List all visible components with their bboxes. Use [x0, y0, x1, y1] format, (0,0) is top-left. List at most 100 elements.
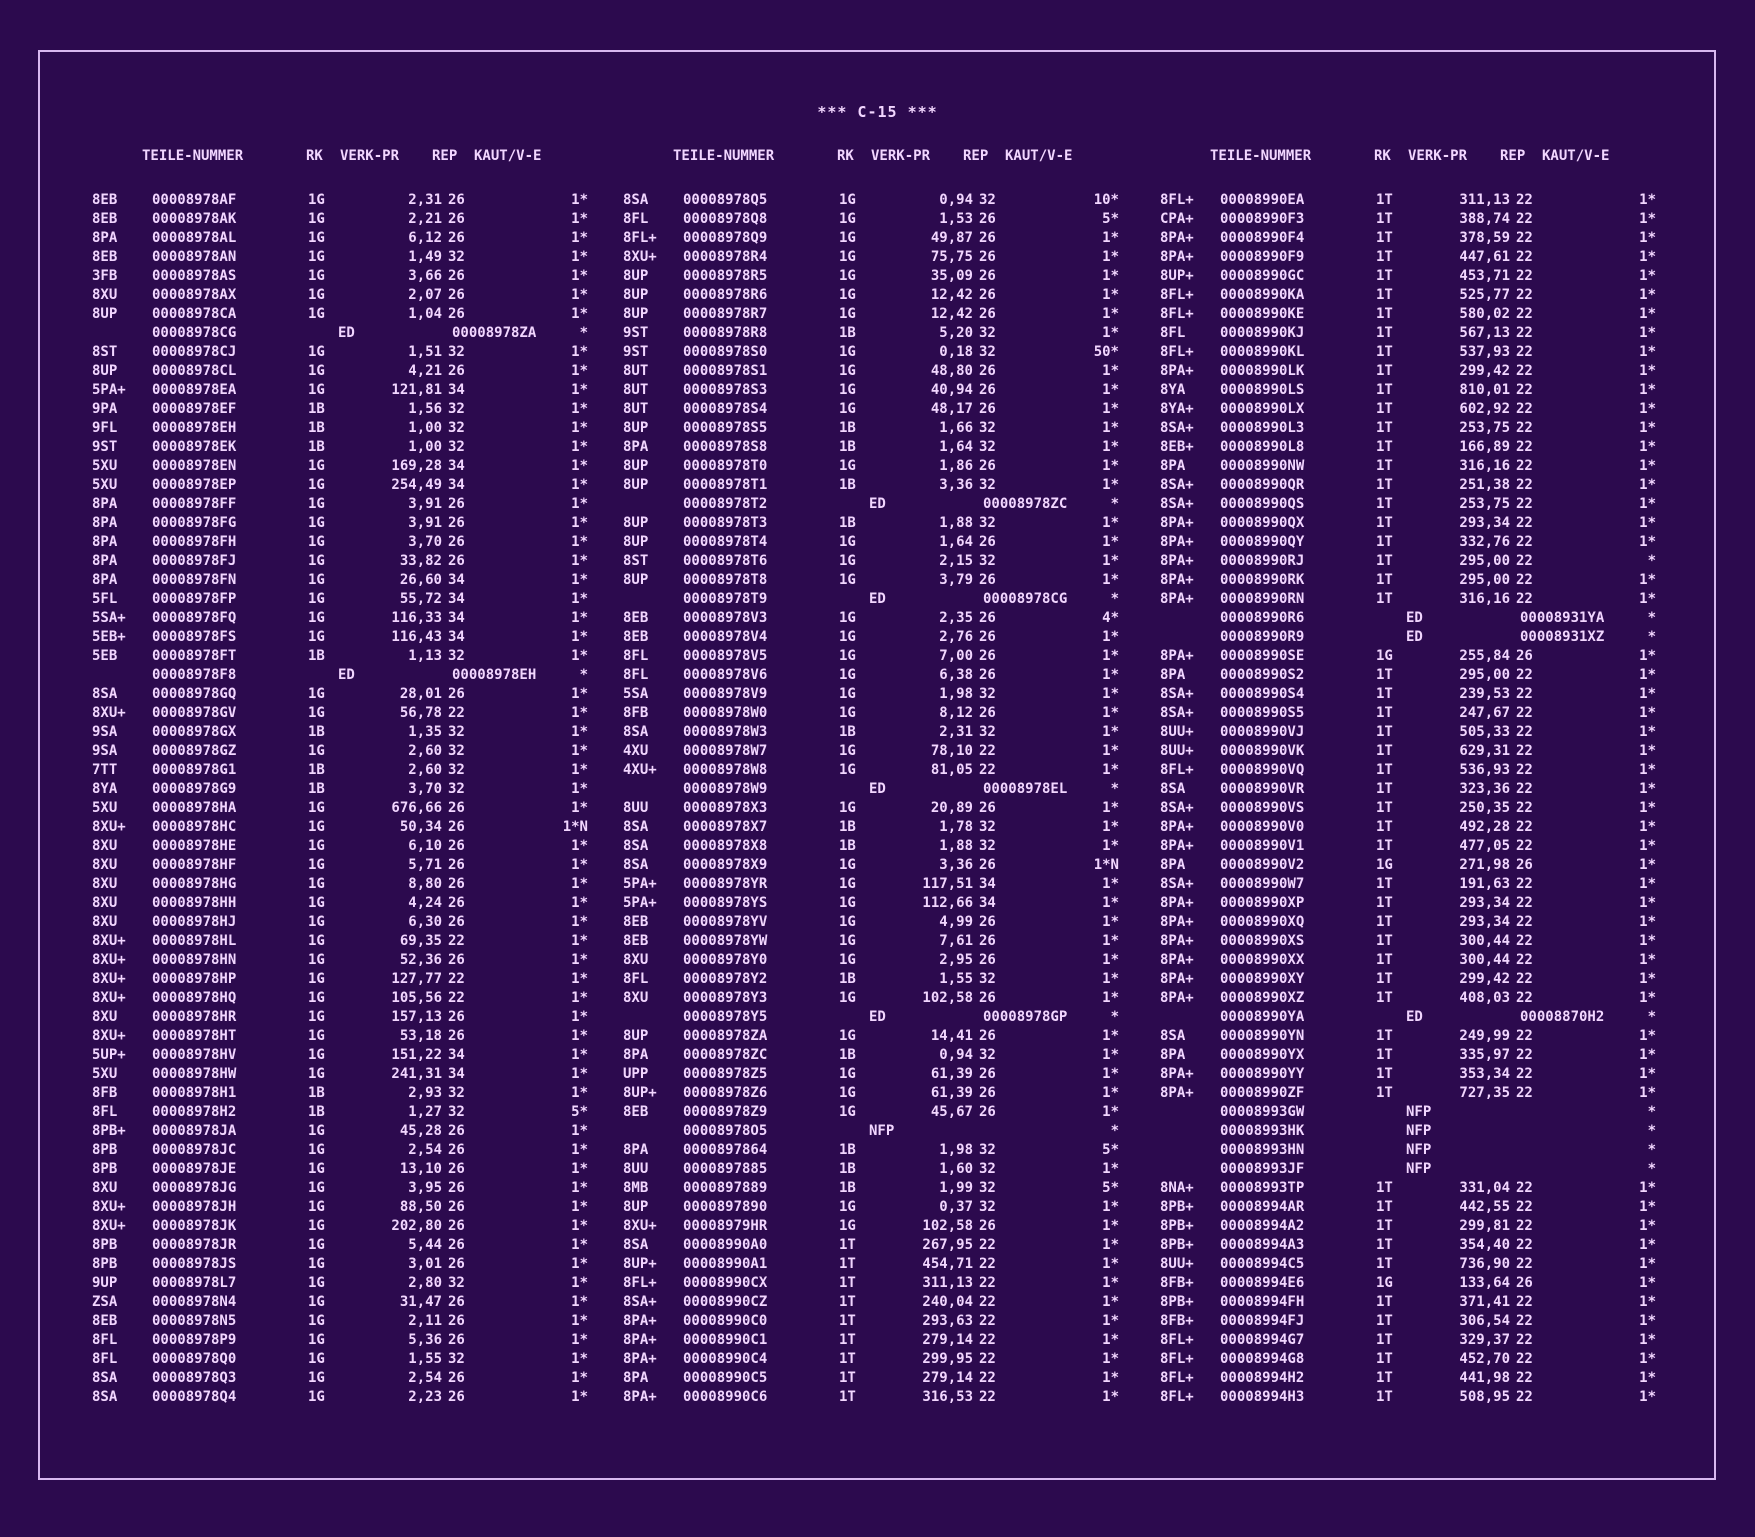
rk-code: 1B: [839, 1180, 856, 1196]
status-note: ED: [1406, 610, 1423, 626]
part-number: 00008978S0: [683, 344, 768, 360]
table-row: 8PA 00008978FN 1G 26,60 34 1*: [92, 572, 627, 591]
table-row: 8XU+ 00008978HC 1G 50,34 26 1*N: [92, 819, 627, 838]
rep-code: 22: [979, 1370, 996, 1386]
rep-code: 32: [979, 1199, 996, 1215]
packing-unit: 1*: [1639, 1180, 1656, 1196]
table-row: 8PA+ 00008990RN 1T 316,16 22 1*: [1160, 591, 1695, 610]
rep-code: 22: [979, 1237, 996, 1253]
packing-unit: 1*: [1102, 705, 1119, 721]
packing-unit: 1*: [1639, 933, 1656, 949]
sales-price: 151,22: [391, 1047, 442, 1063]
rk-code: 1G: [308, 477, 325, 493]
rk-code: 1G: [308, 1351, 325, 1367]
part-prefix: 8PA+: [1160, 819, 1194, 835]
part-prefix: 8UP: [623, 477, 649, 493]
sales-price: 452,70: [1459, 1351, 1510, 1367]
rep-code: 26: [979, 534, 996, 550]
part-number: 00008978FQ: [152, 610, 237, 626]
part-prefix: ZSA: [92, 1294, 118, 1310]
part-number: 00008990RN: [1220, 591, 1305, 607]
table-row: 8PA+ 00008990ZF 1T 727,35 22 1*: [1160, 1085, 1695, 1104]
sales-price: 127,77: [391, 971, 442, 987]
rep-code: 32: [448, 249, 465, 265]
part-prefix: 5UP+: [92, 1047, 126, 1063]
table-row: 8UP 00008978CL 1G 4,21 26 1*: [92, 363, 627, 382]
part-prefix: 8FL: [92, 1332, 118, 1348]
packing-unit: 1*: [1102, 382, 1119, 398]
table-row: 8NA+ 00008993TP 1T 331,04 22 1*: [1160, 1180, 1695, 1199]
sales-price: 1,49: [408, 249, 442, 265]
table-row: 8PA+ 00008990C4 1T 299,95 22 1*: [623, 1351, 1158, 1370]
part-number: 00008990F9: [1220, 249, 1305, 265]
rk-code: 1G: [839, 743, 856, 759]
part-prefix: 8FL+: [1160, 1332, 1194, 1348]
packing-unit: 1*: [571, 952, 588, 968]
table-row: 00008993HK NFP *: [1160, 1123, 1695, 1142]
part-number: 00008978T1: [683, 477, 768, 493]
packing-unit: 1*: [1102, 1028, 1119, 1044]
rep-code: 26: [448, 211, 465, 227]
rk-code: 1T: [1376, 1085, 1393, 1101]
rep-code: 26: [448, 1180, 465, 1196]
table-row: 8FL+ 00008990KE 1T 580,02 22 1*: [1160, 306, 1695, 325]
packing-unit: 1*: [1102, 534, 1119, 550]
rk-code: 1G: [308, 1199, 325, 1215]
part-prefix: 8PA+: [623, 1389, 657, 1405]
part-prefix: 5SA: [623, 686, 649, 702]
rk-code: 1T: [839, 1332, 856, 1348]
part-number: 00008978FT: [152, 648, 237, 664]
sales-price: 1,86: [939, 458, 973, 474]
part-number: 00008990C6: [683, 1389, 768, 1405]
part-number: 00008978G1: [152, 762, 237, 778]
part-prefix: 8UP: [623, 534, 649, 550]
part-number: 00008990C1: [683, 1332, 768, 1348]
table-row: 8PB+ 00008994FH 1T 371,41 22 1*: [1160, 1294, 1695, 1313]
rk-code: 1G: [308, 1180, 325, 1196]
packing-unit: 1*: [1102, 268, 1119, 284]
rk-code: 1T: [1376, 230, 1393, 246]
part-number: 00008990A0: [683, 1237, 768, 1253]
rep-code: 22: [1516, 230, 1533, 246]
table-row: 8XU+ 00008978HQ 1G 105,56 22 1*: [92, 990, 627, 1009]
rk-code: 1T: [839, 1389, 856, 1405]
sales-price: 299,81: [1459, 1218, 1510, 1234]
rk-code: 1G: [839, 686, 856, 702]
rk-code: 1G: [839, 895, 856, 911]
part-number: 00008990SE: [1220, 648, 1305, 664]
packing-unit: 1*: [571, 1332, 588, 1348]
rk-code: 1T: [839, 1237, 856, 1253]
packing-unit: 1*: [571, 458, 588, 474]
part-prefix: 8FB: [623, 705, 649, 721]
part-number: 00008978HA: [152, 800, 237, 816]
part-prefix: 8PA: [92, 553, 118, 569]
rep-code: 32: [448, 1351, 465, 1367]
table-row: 8FL 00008978V6 1G 6,38 26 1*: [623, 667, 1158, 686]
packing-unit: *: [1647, 610, 1656, 626]
table-row: 8XU+ 00008978R4 1G 75,75 26 1*: [623, 249, 1158, 268]
page-title: *** C-15 ***: [817, 103, 938, 121]
part-number: 00008978Y2: [683, 971, 768, 987]
rk-code: 1G: [308, 230, 325, 246]
rep-code: 26: [979, 800, 996, 816]
packing-unit: *: [1110, 781, 1119, 797]
table-row: 5PA+ 00008978EA 1G 121,81 34 1*: [92, 382, 627, 401]
table-row: 8SA 00008990A0 1T 267,95 22 1*: [623, 1237, 1158, 1256]
sales-price: 454,71: [922, 1256, 973, 1272]
packing-unit: 1*: [1102, 1294, 1119, 1310]
part-prefix: 8XU+: [623, 1218, 657, 1234]
rk-code: 1G: [839, 762, 856, 778]
sales-price: 2,07: [408, 287, 442, 303]
part-number: 00008978FS: [152, 629, 237, 645]
part-number: 0000897890: [683, 1199, 768, 1215]
part-prefix: 5FL: [92, 591, 118, 607]
table-row: 8FL 00008978Y2 1B 1,55 32 1*: [623, 971, 1158, 990]
rep-code: 22: [1516, 1237, 1533, 1253]
rep-code: 22: [1516, 1351, 1533, 1367]
sales-price: 81,05: [930, 762, 973, 778]
packing-unit: 1*: [1102, 819, 1119, 835]
sales-price: 56,78: [399, 705, 442, 721]
part-number: 00008978JG: [152, 1180, 237, 1196]
sales-price: 2,95: [939, 952, 973, 968]
header-teile-nummer: TEILE-NUMMER: [1210, 148, 1312, 164]
